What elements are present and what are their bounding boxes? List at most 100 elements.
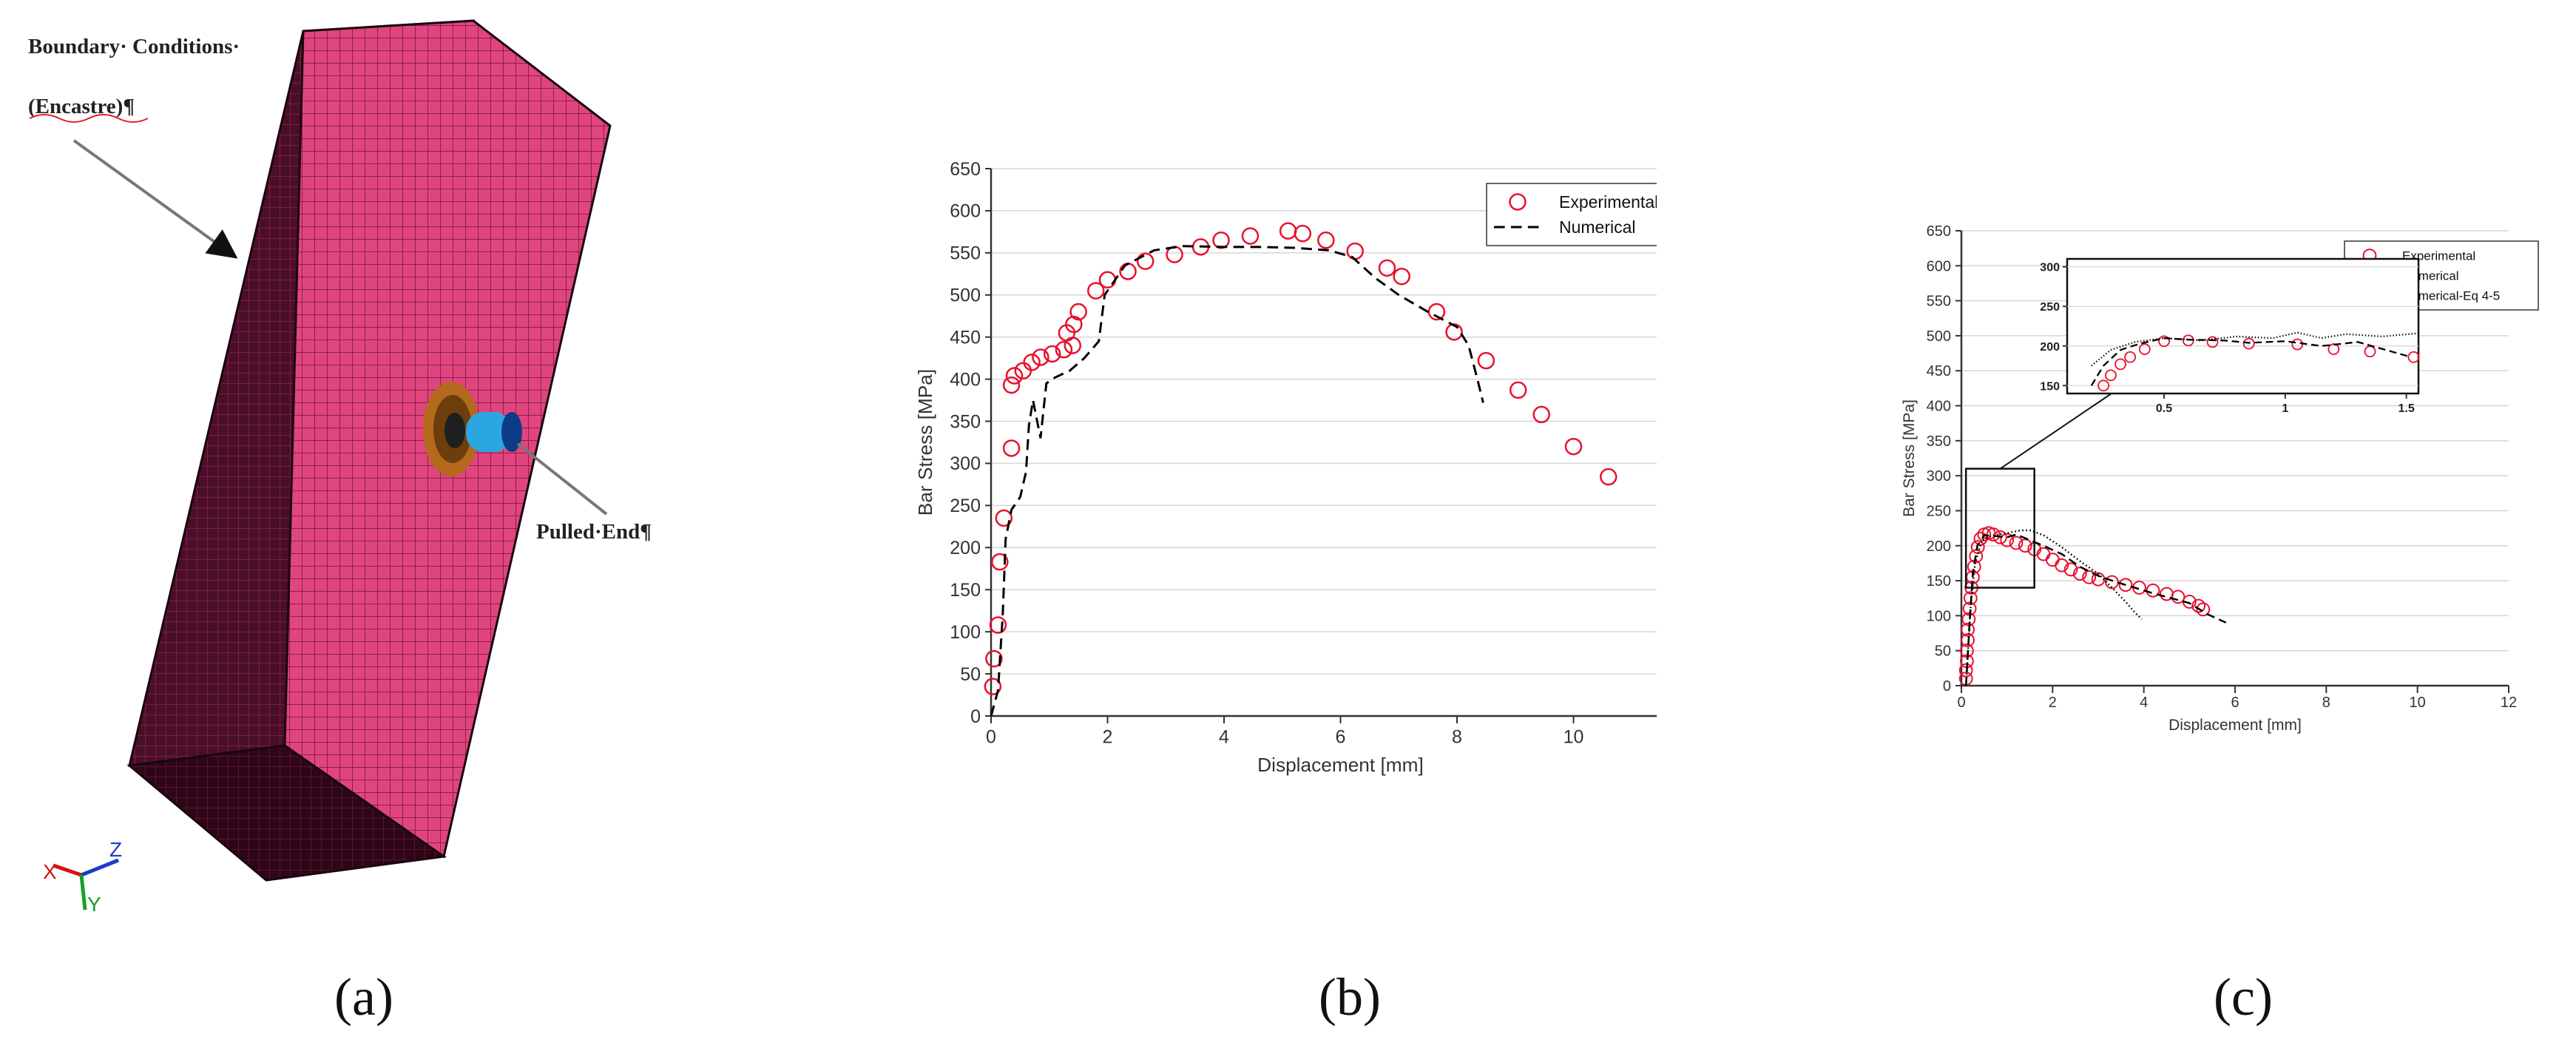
chart-b-series0-point — [1119, 263, 1137, 280]
chart-b-series0-point — [1427, 303, 1446, 321]
chart-b-series0-point — [1098, 271, 1117, 289]
chart-c-series0-point — [1993, 530, 2007, 544]
inset-series1-line — [2090, 337, 2412, 386]
x-tick-label: 6 — [2231, 695, 2239, 711]
y-tick-label: 150 — [950, 580, 981, 601]
chart-c-series0-point — [2171, 590, 2185, 604]
legend-label: Experimental — [1559, 192, 1657, 212]
inset-connector — [1999, 393, 2112, 470]
caption-c: (c) — [2214, 967, 2273, 1027]
chart-c-series1-line — [1964, 533, 2227, 686]
panel-a-figure: Boundary· Conditions· (Encastre)¶ Pulled… — [28, 19, 652, 1027]
chart-b-series0-point — [1241, 227, 1260, 245]
chart-b-legend: Experimental Numerical — [1486, 183, 1657, 246]
chart-b-series0-point — [1043, 345, 1061, 363]
chart-b-series0-point — [1564, 437, 1583, 456]
caption-b: (b) — [1319, 967, 1381, 1027]
x-tick-label: 4 — [1219, 726, 1229, 747]
pulled-end-arrow — [516, 442, 608, 516]
caption-a: (a) — [334, 967, 393, 1027]
x-tick-label: 10 — [1563, 726, 1584, 747]
axis-x-label: X — [43, 860, 57, 883]
legend-label: Numerical — [1559, 217, 1636, 237]
chart-c-series0-point — [2018, 538, 2032, 553]
chart-b-series0-point — [1317, 232, 1335, 249]
chart-c-series0-point — [1961, 633, 1975, 647]
chart-b-series0-point — [995, 509, 1013, 527]
inset-series0-point — [2158, 335, 2170, 348]
chart-b-series0-point — [989, 616, 1007, 634]
chart-b-series0-point — [1065, 315, 1083, 334]
y-axis-label: Bar Stress [MPa] — [914, 369, 936, 516]
mesh-bottom-face — [126, 744, 447, 882]
inset-x-tick-label: 1.5 — [2398, 402, 2414, 415]
legend-marker — [1509, 193, 1527, 211]
y-tick-label: 200 — [950, 538, 981, 558]
y-tick-label: 500 — [1927, 328, 1951, 345]
y-tick-label: 600 — [950, 201, 981, 222]
chart-c-series0-point — [1986, 527, 2001, 542]
chart-c-series0-point — [2191, 598, 2206, 613]
y-tick-label: 500 — [950, 286, 981, 306]
chart-b-series0-point — [1023, 354, 1041, 371]
axis-triad: Z X Y — [43, 838, 122, 916]
chart-b-series0-point — [1393, 267, 1410, 286]
legend-label: Numerical-Eq 4-5 — [2402, 288, 2500, 303]
y-tick-label: 300 — [950, 453, 981, 474]
y-tick-label: 250 — [950, 496, 981, 516]
y-tick-label: 550 — [1927, 294, 1951, 310]
chart-c-series0-point — [2196, 602, 2211, 617]
inset-series0-point — [2407, 351, 2420, 363]
chart-b-series0-point — [1032, 348, 1049, 366]
chart-b-series0-point — [1005, 367, 1024, 385]
inset-series0-point — [2364, 345, 2376, 358]
inset-y-tick-label: 300 — [2040, 262, 2060, 274]
chart-c-series0-point — [2000, 533, 2015, 547]
pulled-end-bar — [423, 382, 522, 476]
chart-c-inset: 150 200 250 300 0.5 1 1.5 — [1999, 257, 2420, 470]
inset-series0-point — [2114, 358, 2126, 371]
chart-b-series0-point — [1064, 337, 1081, 354]
chart-c-series2-line — [1964, 529, 2143, 686]
x-tick-label: 6 — [1336, 726, 1346, 747]
axis-z-label: Z — [109, 838, 122, 861]
chart-c-series0-point — [1970, 540, 1985, 555]
y-tick-label: 50 — [960, 664, 981, 685]
chart-c-series0-point — [2118, 578, 2133, 592]
inset-y-tick-label: 200 — [2040, 341, 2060, 354]
inset-x-tick-label: 0.5 — [2156, 402, 2172, 415]
inset-y-tick-label: 150 — [2040, 380, 2060, 393]
y-tick-label: 350 — [950, 411, 981, 432]
chart-c-series0-point — [2091, 572, 2106, 587]
chart-b-series0-point — [1014, 362, 1032, 379]
y-tick-label: 400 — [1927, 399, 1951, 415]
chart-c-series0-point — [1961, 622, 1975, 637]
x-tick-label: 12 — [2501, 695, 2517, 711]
chart-b-series0-point — [1212, 232, 1230, 249]
inset-frame — [2066, 257, 2420, 395]
inset-series0-point — [2206, 336, 2219, 348]
y-tick-label: 350 — [1927, 433, 1951, 450]
y-tick-label: 650 — [1927, 223, 1951, 240]
inset-series0-point — [2291, 338, 2304, 351]
y-tick-label: 200 — [1927, 538, 1951, 555]
x-axis-label: Displacement [mm] — [1257, 754, 1424, 776]
y-tick-label: 100 — [1927, 608, 1951, 624]
y-tick-label: 450 — [950, 327, 981, 348]
chart-c: 0501001502002503003504004505005506006500… — [1901, 223, 2539, 1027]
chart-b-series1-line — [990, 245, 1484, 717]
y-tick-label: 0 — [1943, 678, 1951, 695]
y-tick-label: 250 — [1927, 503, 1951, 519]
chart-c-series0-point — [2009, 536, 2024, 550]
y-tick-label: 600 — [1927, 258, 1951, 274]
inset-y-tick-label: 250 — [2040, 301, 2060, 314]
chart-b-series0-point — [1532, 405, 1550, 424]
chart-b-series0-point — [991, 553, 1009, 571]
inset-series0-point — [2327, 343, 2340, 355]
chart-b-series0-point — [1279, 222, 1297, 240]
chart-b-plot: 0 50 100 150 200 250 300 350 400 450 500 550 600 650 0… — [914, 159, 1657, 776]
y-tick-label: 400 — [950, 369, 981, 390]
chart-b-series0-point — [1600, 467, 1617, 486]
y-tick-label: 300 — [1927, 468, 1951, 484]
y-tick-label: 100 — [950, 622, 981, 643]
